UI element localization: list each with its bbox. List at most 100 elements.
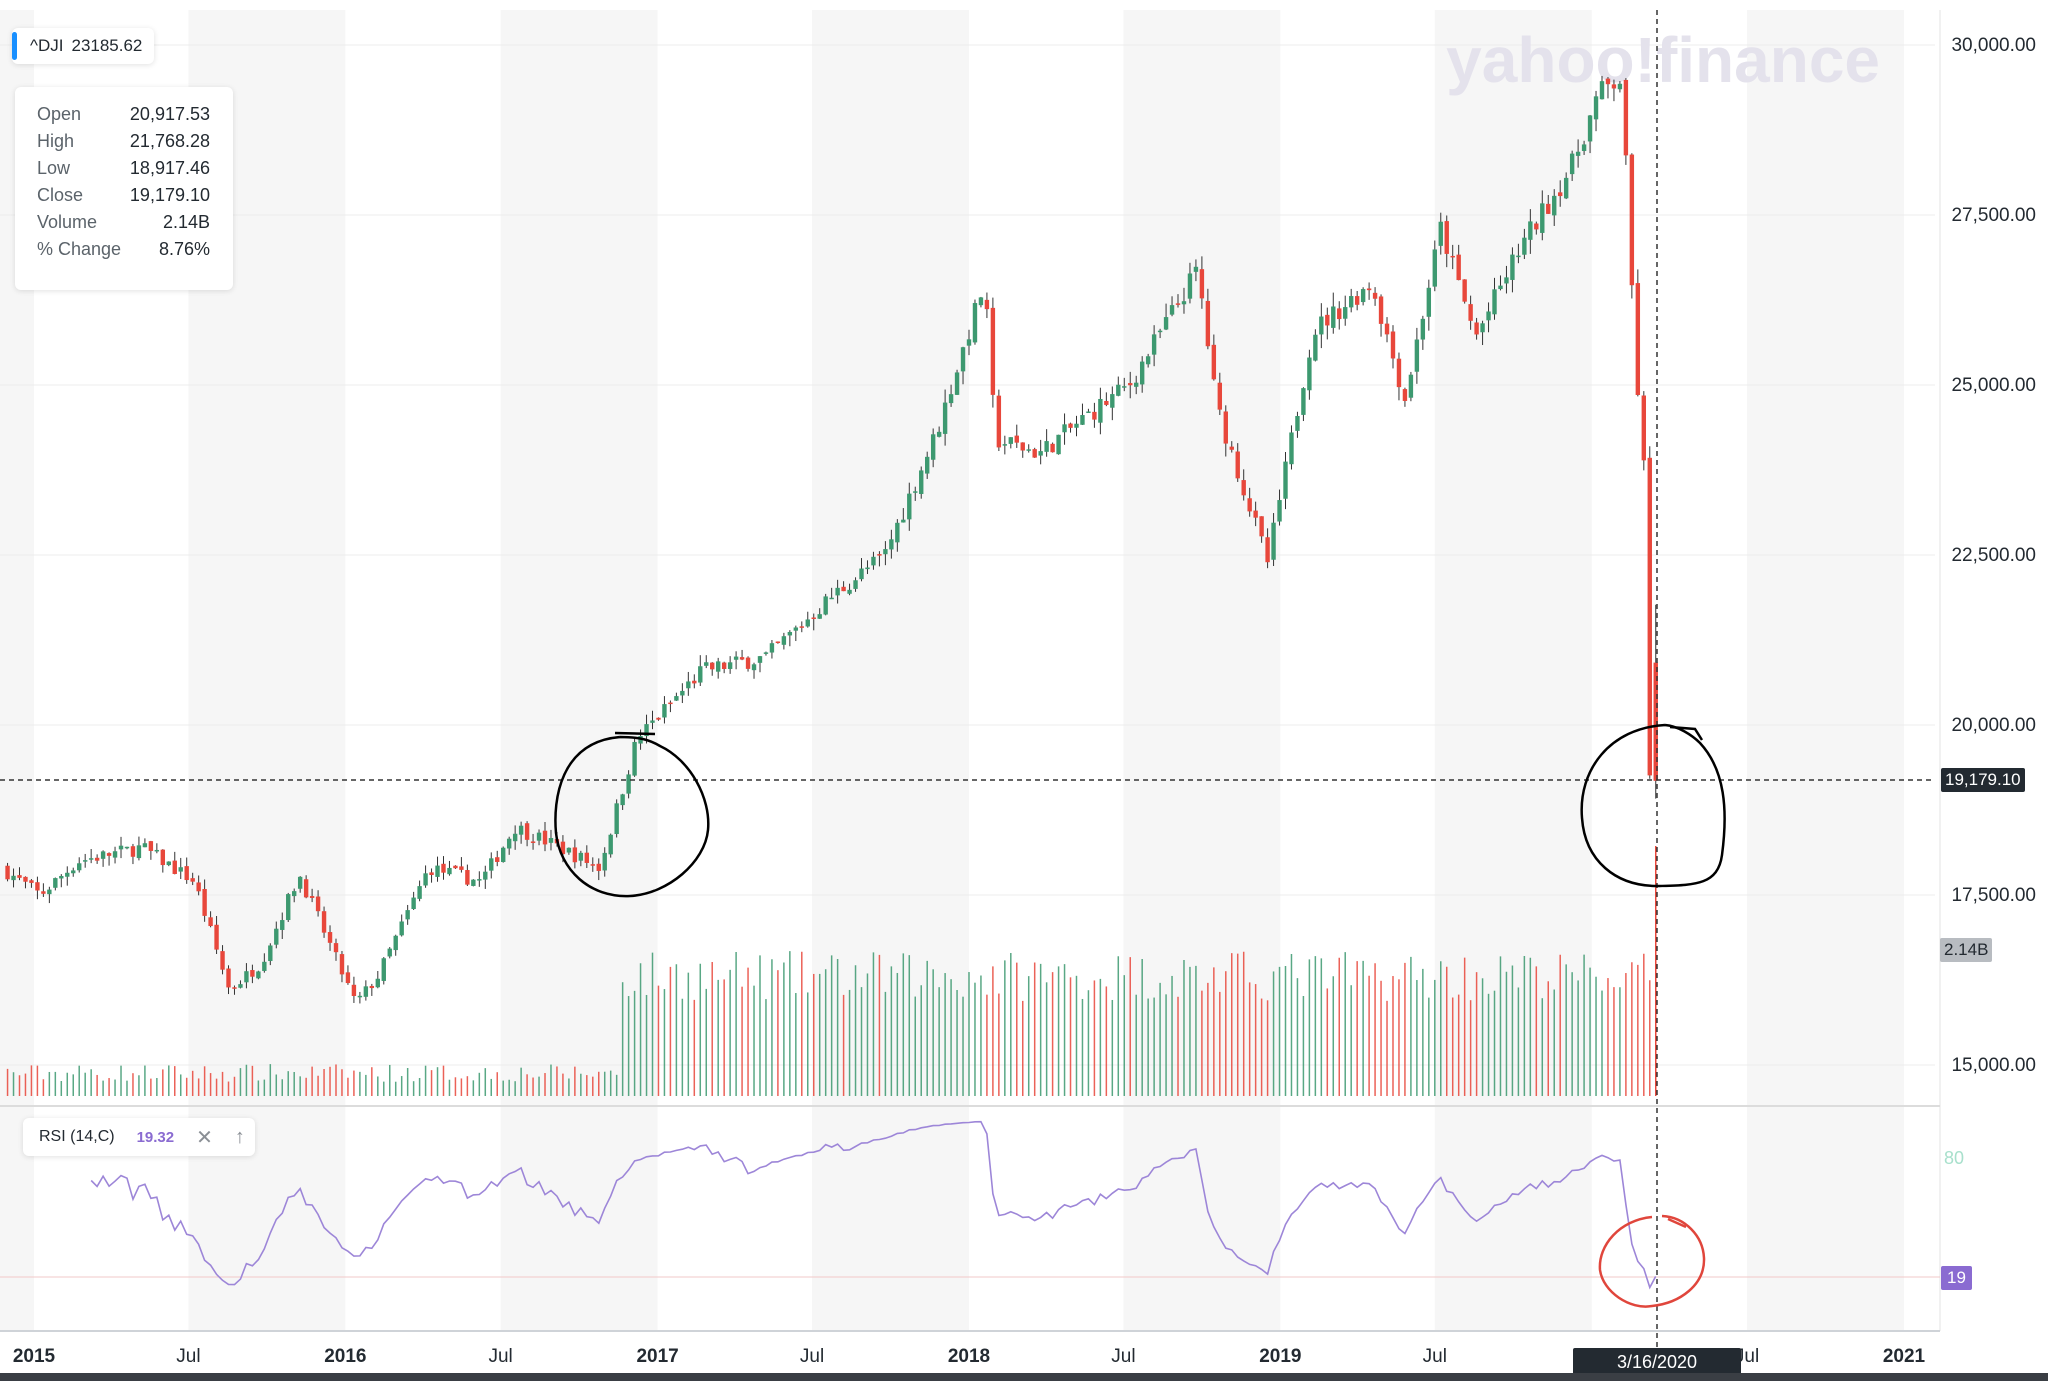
- candle-body: [405, 910, 410, 920]
- time-band: [1123, 10, 1281, 1330]
- candle-body: [417, 886, 422, 899]
- candle-body: [256, 971, 261, 979]
- candle-body: [1247, 498, 1252, 512]
- candle-body: [77, 863, 82, 871]
- candle-body: [118, 845, 124, 850]
- candle-body: [1337, 308, 1342, 320]
- candle-body: [1325, 314, 1330, 326]
- candle-body: [1348, 296, 1354, 308]
- candle-body: [1426, 287, 1432, 317]
- candle-body: [823, 596, 828, 615]
- candle-body: [381, 958, 386, 981]
- candle-body: [966, 339, 972, 346]
- candle-body: [942, 402, 948, 434]
- candle-body: [1516, 255, 1521, 258]
- price-tick-label: 20,000.00: [1951, 715, 2036, 736]
- time-tick-label: Jul: [176, 1346, 200, 1367]
- candle-body: [1557, 192, 1563, 197]
- close-icon[interactable]: ✕: [196, 1126, 213, 1149]
- candle-body: [919, 470, 924, 494]
- candle-body: [1128, 383, 1133, 386]
- bottom-scroll-bar[interactable]: [0, 1373, 2048, 1381]
- candle-body: [1504, 277, 1509, 284]
- candle-body: [1092, 411, 1097, 420]
- candle-body: [674, 696, 679, 701]
- candle-body: [1080, 415, 1085, 425]
- candle-body: [65, 872, 70, 877]
- candle-body: [871, 556, 876, 566]
- candle-body: [291, 891, 297, 897]
- candle-body: [1414, 339, 1420, 372]
- candle-body: [297, 876, 303, 889]
- candle-body: [483, 871, 488, 880]
- candle-body: [727, 662, 733, 669]
- candle-body: [1486, 311, 1491, 321]
- candle-body: [1116, 384, 1121, 396]
- candle-body: [41, 891, 46, 894]
- ohlc-label: High: [37, 131, 75, 151]
- black-tick-2020: [1669, 725, 1704, 741]
- candle-body: [1462, 279, 1467, 302]
- ohlc-value: 2.14B: [162, 212, 210, 232]
- candle-body: [375, 978, 381, 988]
- time-axis: 2015 Jul 2016 Jul 2017 Jul 2018 Jul 2019 Jul Jul 20…: [13, 1346, 1926, 1367]
- candle-body: [166, 861, 171, 866]
- candle-body: [1623, 79, 1629, 156]
- candle-body: [632, 741, 637, 776]
- candle-body: [1074, 423, 1079, 428]
- candle-body: [363, 986, 369, 997]
- candle-body: [1319, 316, 1324, 335]
- arrow-up-icon[interactable]: ↑: [234, 1125, 245, 1148]
- black-tick-2016: [614, 731, 656, 736]
- ticker-price: 23185.62: [71, 36, 143, 55]
- time-tick-label: 2016: [324, 1346, 366, 1367]
- candle-body: [1605, 78, 1611, 85]
- candle-body: [1522, 237, 1527, 255]
- candle-body: [1552, 195, 1557, 216]
- candle-body: [1635, 283, 1641, 395]
- candle-body: [477, 879, 482, 881]
- ohlc-value: 21,768.28: [129, 131, 210, 151]
- candle-body: [1402, 389, 1408, 401]
- price-tick-label: 22,500.00: [1951, 545, 2036, 566]
- candle-body: [1139, 361, 1145, 385]
- ohlc-value: 18,917.46: [129, 158, 210, 178]
- candle-body: [566, 847, 572, 853]
- candle-body: [423, 873, 428, 886]
- candle-body: [996, 395, 1002, 448]
- candle-body: [1641, 395, 1647, 461]
- rsi-indicator-legend[interactable]: RSI (14,C) 19.32 ✕ ↑: [23, 1118, 255, 1156]
- ohlc-row-close: Close 19,179.10: [15, 182, 233, 209]
- candle-body: [1587, 115, 1593, 142]
- candle-body: [1014, 435, 1019, 443]
- candle-body: [530, 841, 536, 843]
- candle-body: [954, 372, 960, 395]
- candle-body: [895, 522, 900, 543]
- candle-body: [1546, 203, 1551, 214]
- time-bands: [0, 10, 1904, 1330]
- candle-body: [489, 858, 494, 871]
- candle-body: [459, 866, 464, 870]
- hand-drawn-annotations: [554, 723, 1726, 1308]
- candle-body: [536, 832, 542, 841]
- candle-body: [1241, 480, 1246, 496]
- candle-body: [1313, 334, 1318, 361]
- ohlc-row-low: Low 18,917.46: [15, 155, 233, 182]
- candle-body: [1229, 446, 1234, 450]
- candle-body: [715, 661, 721, 672]
- candle-body: [978, 297, 984, 306]
- candle-body: [339, 954, 345, 975]
- candle-body: [936, 431, 942, 437]
- ohlc-label: Close: [37, 185, 84, 205]
- time-tick-label: 2017: [636, 1346, 678, 1367]
- candle-body: [1534, 223, 1539, 230]
- candle-body: [781, 636, 787, 645]
- black-circle-2016-breakout: [554, 735, 710, 898]
- candle-body: [190, 878, 195, 882]
- candle-body: [1145, 356, 1151, 365]
- candle-body: [238, 984, 243, 988]
- ticker-badge[interactable]: ^DJI 23185.62: [12, 28, 155, 64]
- candle-body: [668, 702, 673, 705]
- candle-body: [501, 847, 506, 862]
